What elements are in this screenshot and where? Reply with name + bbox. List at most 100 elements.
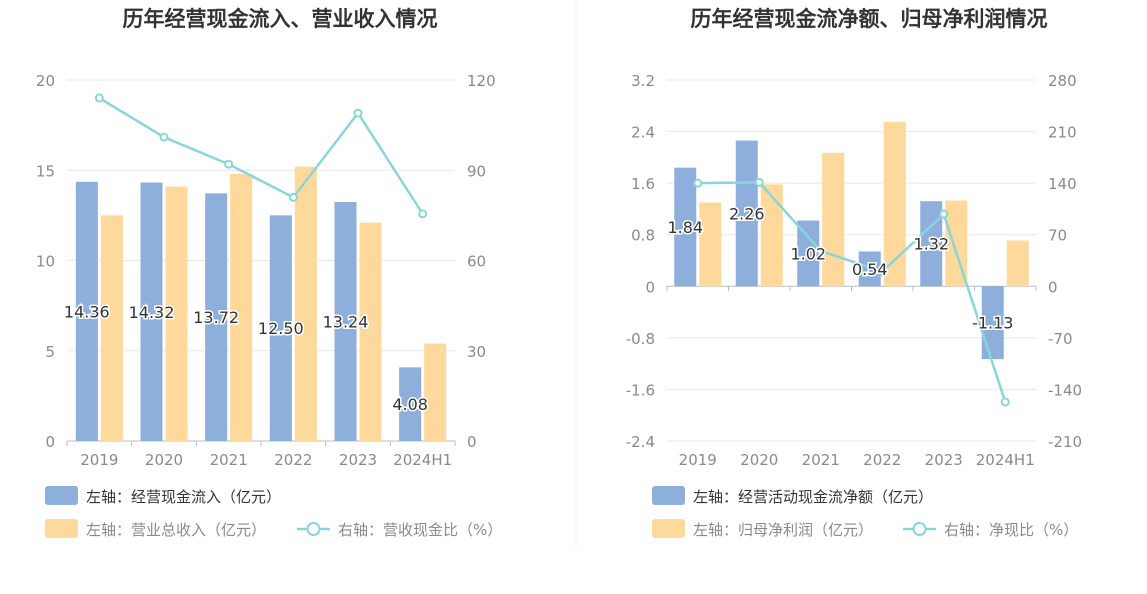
x-tick-label: 2019 xyxy=(80,451,118,469)
bar-data-label: 14.32 xyxy=(129,303,175,322)
ratio-point xyxy=(816,246,826,256)
bar-secondary xyxy=(424,343,447,441)
legend-label: 左轴：经营现金流入（亿元） xyxy=(86,488,281,506)
y-right-tick-label: 120 xyxy=(467,72,496,90)
legend-label: 右轴：净现比（%） xyxy=(944,521,1078,539)
x-tick-label: 2021 xyxy=(210,451,248,469)
x-tick-label: 2022 xyxy=(274,451,312,469)
x-tick-label: 2023 xyxy=(339,451,377,469)
bar-data-label: 1.84 xyxy=(667,218,703,237)
legend-label: 左轴：营业总收入（亿元） xyxy=(86,521,266,539)
bar-data-label: 12.50 xyxy=(258,319,304,338)
bar-primary xyxy=(205,193,228,441)
ratio-point xyxy=(877,267,887,277)
y-left-tick-label: 1.6 xyxy=(631,175,655,193)
y-right-tick-label: 0 xyxy=(467,433,477,451)
legend-swatch xyxy=(652,519,685,538)
bar-data-label: 2.26 xyxy=(729,204,765,223)
bar-primary xyxy=(674,167,697,287)
bar-data-label: 13.72 xyxy=(193,308,239,327)
legend: 左轴：经营现金流入（亿元） 左轴：营业总收入（亿元） 右轴：营收现金比（%） xyxy=(45,486,502,539)
y-right-tick-label: 280 xyxy=(1048,72,1077,90)
bar-primary xyxy=(797,220,820,287)
y-right-tick-label: 210 xyxy=(1048,124,1077,142)
bar-primary xyxy=(735,140,758,287)
legend-label: 右轴：营收现金比（%） xyxy=(338,521,502,539)
bar-primary xyxy=(140,182,163,442)
y-left-tick-label: 0 xyxy=(645,278,655,296)
bar-data-label: 1.32 xyxy=(913,235,949,254)
x-tick-label: 2023 xyxy=(925,451,963,469)
bar-secondary xyxy=(760,184,783,287)
chart-panel-2: 历年经营现金流净额、归母净利润情况 -2.4 -1.6 -0.8 0 0.8 1.6 2.4 3… xyxy=(626,7,1082,539)
ratio-point xyxy=(94,93,104,103)
bar-data-label: 14.36 xyxy=(64,302,110,321)
bar-secondary xyxy=(359,222,382,441)
y-right-tick-label: -140 xyxy=(1048,381,1082,399)
y-left-tick-label: -2.4 xyxy=(626,433,655,451)
x-tick-label: 2021 xyxy=(802,451,840,469)
x-tick-label: 2024H1 xyxy=(393,451,452,469)
ratio-point xyxy=(754,177,764,187)
bar-secondary xyxy=(100,215,123,441)
x-tick-label: 2024H1 xyxy=(976,451,1035,469)
legend: 左轴：经营活动现金流净额（亿元） 左轴：归母净利润（亿元） 右轴：净现比（%） xyxy=(652,486,1078,539)
legend-marker-icon xyxy=(912,522,927,536)
ratio-point xyxy=(418,209,428,219)
y-left-tick-label: 2.4 xyxy=(631,124,655,142)
ratio-point xyxy=(224,159,234,169)
legend-swatch xyxy=(652,486,685,505)
bar-primary xyxy=(858,251,881,287)
y-left-tick-label: -1.6 xyxy=(626,381,655,399)
y-right-tick-label: -70 xyxy=(1048,330,1073,348)
y-right-tick-label: 70 xyxy=(1048,227,1067,245)
bar-data-label: 4.08 xyxy=(392,395,428,414)
ratio-point xyxy=(353,108,363,118)
legend-swatch xyxy=(45,486,78,505)
x-tick-label: 2022 xyxy=(863,451,901,469)
y-left-tick-label: 3.2 xyxy=(631,72,655,90)
x-tick-label: 2019 xyxy=(679,451,717,469)
legend-marker-icon xyxy=(306,522,321,536)
y-right-tick-label: 60 xyxy=(467,253,486,271)
legend-label: 左轴：归母净利润（亿元） xyxy=(693,521,873,539)
chart-title: 历年经营现金流入、营业收入情况 xyxy=(123,7,438,31)
chart-panel-1: 历年经营现金流入、营业收入情况 0 5 10 15 20 0 30 60 90 120 2019 202… xyxy=(36,7,502,539)
y-left-tick-label: -0.8 xyxy=(626,330,655,348)
bar-secondary xyxy=(883,121,906,287)
bar-secondary xyxy=(165,186,188,441)
bar-primary xyxy=(334,202,357,441)
y-right-tick-label: -210 xyxy=(1048,433,1082,451)
ratio-point xyxy=(1000,397,1010,407)
bar-secondary xyxy=(294,166,317,441)
ratio-point xyxy=(693,178,703,188)
bar-secondary xyxy=(1006,240,1029,287)
y-right-tick-label: 30 xyxy=(467,343,486,361)
legend-swatch xyxy=(45,519,78,538)
bar-secondary xyxy=(699,202,722,287)
bar-primary xyxy=(269,215,292,441)
bar-secondary xyxy=(945,200,968,287)
y-right-tick-label: 140 xyxy=(1048,175,1077,193)
y-left-tick-label: 0.8 xyxy=(631,227,655,245)
bar-primary xyxy=(399,367,422,441)
x-tick-label: 2020 xyxy=(145,451,183,469)
bar-secondary xyxy=(822,152,845,287)
bar-data-label: 13.24 xyxy=(323,313,369,332)
ratio-line xyxy=(98,96,424,215)
ratio-point xyxy=(159,132,169,142)
bar-data-label: -1.13 xyxy=(972,314,1013,333)
y-left-tick-label: 15 xyxy=(36,162,55,180)
bar-primary xyxy=(920,201,943,287)
y-right-tick-label: 90 xyxy=(467,162,486,180)
ratio-point xyxy=(288,192,298,202)
bar-data-label: 1.02 xyxy=(790,244,826,263)
x-tick-label: 2020 xyxy=(740,451,778,469)
y-left-tick-label: 20 xyxy=(36,72,55,90)
bar-primary xyxy=(981,286,1004,360)
y-left-tick-label: 0 xyxy=(45,433,55,451)
bar-secondary xyxy=(230,173,253,442)
y-left-tick-label: 5 xyxy=(45,343,55,361)
